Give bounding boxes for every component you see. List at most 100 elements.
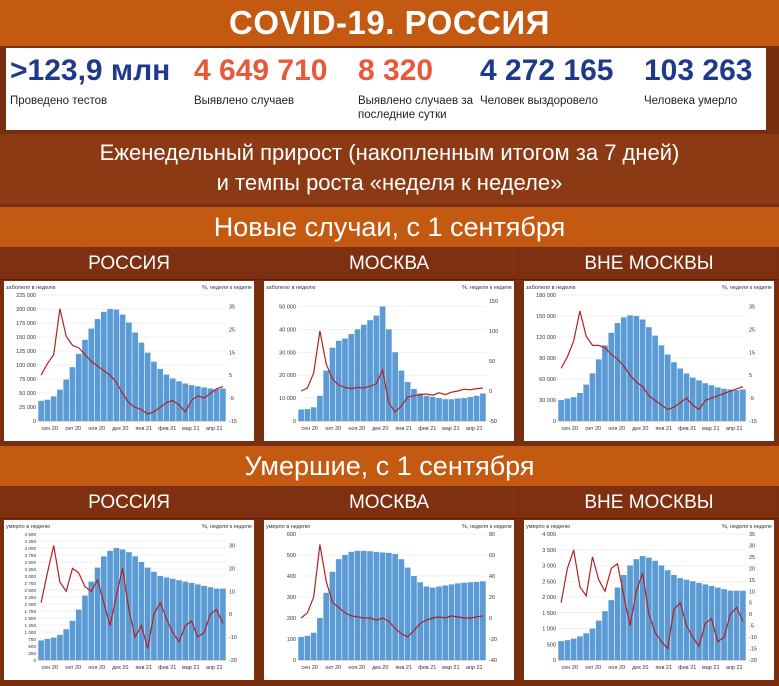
growth-line: [300, 330, 483, 413]
x-tick-label: мар 21: [702, 426, 720, 432]
bar: [157, 576, 164, 660]
y2-tick-label: -5: [749, 624, 754, 630]
stat-value: 4 649 710: [194, 54, 328, 87]
y-tick-label: 500: [28, 644, 36, 649]
y2-tick-label: 0: [489, 616, 492, 622]
x-tick-label: окт 20: [585, 665, 601, 671]
chart-svg: заболело в неделю %, неделя к неделе 0 10 0…: [266, 285, 512, 432]
y2-tick-label: 35: [749, 532, 755, 538]
bar: [38, 640, 44, 660]
y2-tick-label: 80: [489, 532, 495, 538]
bar: [658, 565, 665, 660]
section-title-deaths: Умершие, с 1 сентября: [0, 446, 779, 486]
bar: [182, 383, 189, 421]
stat-value: 103 263: [644, 54, 753, 87]
bar: [169, 578, 176, 660]
x-tick-label: янв 21: [655, 426, 672, 432]
bar: [442, 585, 449, 660]
x-tick-label: окт 20: [325, 665, 341, 671]
stat-label: Человек выздоровело: [480, 95, 599, 107]
y-tick-label: 175 000: [16, 321, 36, 327]
stat-deaths: 103 263 Человека умерло: [644, 54, 766, 108]
bar: [577, 393, 583, 421]
y2-tick-label: 5: [749, 373, 752, 379]
bar: [627, 565, 633, 660]
bar: [683, 579, 690, 660]
y2-tick-label: 25: [229, 327, 235, 333]
bar: [558, 400, 564, 421]
y-tick-label: 4 000: [542, 532, 556, 538]
bar: [323, 592, 330, 660]
y-tick-label: 2 500: [542, 579, 556, 585]
bar: [583, 384, 590, 421]
bar: [595, 359, 602, 421]
bar: [354, 329, 361, 421]
x-tick-label: фев 21: [678, 665, 696, 671]
y2-tick-label: 35: [229, 304, 235, 310]
bar: [429, 587, 436, 660]
bar: [107, 309, 113, 421]
growth-line: [560, 549, 744, 650]
bar: [404, 382, 411, 421]
bar: [151, 361, 157, 421]
y-tick-label: 150 000: [536, 314, 556, 320]
bar: [392, 352, 398, 421]
bar: [57, 389, 63, 421]
y-tick-label: 2 500: [25, 588, 37, 593]
bar: [119, 549, 126, 660]
bar: [480, 393, 486, 421]
y-tick-label: 1 000: [25, 630, 37, 635]
bar: [348, 551, 355, 660]
bar: [442, 399, 449, 421]
bar: [44, 399, 51, 421]
bar: [360, 324, 367, 421]
x-tick-label: сен 20: [302, 665, 319, 671]
x-tick-label: ноя 20: [608, 426, 625, 432]
bar: [702, 383, 709, 421]
panel-deaths-moscow: МОСКВА умерло в неделю %, неделя к неделе…: [260, 487, 518, 683]
y-tick-label: 3 750: [25, 553, 37, 558]
y2-tick-label: 0: [749, 612, 752, 618]
x-tick-label: апр 21: [466, 426, 483, 432]
bar: [411, 388, 417, 421]
y2-tick-label: -10: [749, 635, 757, 641]
bar: [329, 571, 336, 660]
y-tick-label: 3 500: [542, 548, 556, 554]
y-tick-label: 25 000: [19, 405, 36, 411]
bar: [583, 633, 590, 660]
bar: [620, 574, 627, 660]
bar: [423, 395, 430, 421]
y-axis-label: заболело в неделю: [266, 285, 315, 291]
y-tick-label: 2 250: [25, 595, 37, 600]
panel-cases-outside-moscow: ВНЕ МОСКВЫ заболело в неделю %, неделя к …: [520, 248, 778, 444]
bar: [386, 552, 392, 660]
x-tick-label: янв 21: [135, 665, 152, 671]
y-tick-label: 200 000: [16, 307, 36, 313]
x-tick-label: янв 21: [135, 426, 152, 432]
chart: умерло в неделю%, неделя к неделе 0 100 200…: [264, 520, 514, 680]
chart-svg: умерло в неделю %, неделя к неделе 0 250 500…: [6, 524, 252, 671]
y2-axis-label: %, неделя к неделе: [202, 524, 252, 530]
y-tick-label: 1 750: [25, 609, 37, 614]
y2-tick-label: 25: [749, 555, 755, 561]
bar: [373, 315, 380, 421]
bar: [677, 368, 684, 421]
bar: [652, 335, 658, 421]
y2-tick-label: 60: [489, 553, 495, 559]
chart: заболело в неделю %, неделя к неделе 0 30 0…: [524, 281, 774, 441]
bar: [213, 389, 220, 421]
bar: [558, 641, 564, 660]
x-tick-label: окт 20: [325, 426, 341, 432]
page-title: COVID-19. РОССИЯ: [0, 0, 779, 46]
y-axis-label: умерло в неделю: [526, 524, 570, 530]
panel-deaths-russia: РОССИЯ умерло в неделю %, неделя к неделе…: [0, 487, 258, 683]
bar: [702, 584, 709, 660]
y2-tick-label: 5: [229, 373, 232, 379]
x-tick-label: ноя 20: [88, 426, 105, 432]
y2-axis-label: %, неделя к неделе: [462, 285, 512, 291]
x-tick-label: фев 21: [418, 665, 436, 671]
x-tick-label: окт 20: [585, 426, 601, 432]
x-tick-label: дек 20: [632, 426, 648, 432]
y-tick-label: 90 000: [539, 356, 556, 362]
chart-svg: заболело в неделю %, неделя к неделе 0 30 0…: [526, 285, 772, 432]
